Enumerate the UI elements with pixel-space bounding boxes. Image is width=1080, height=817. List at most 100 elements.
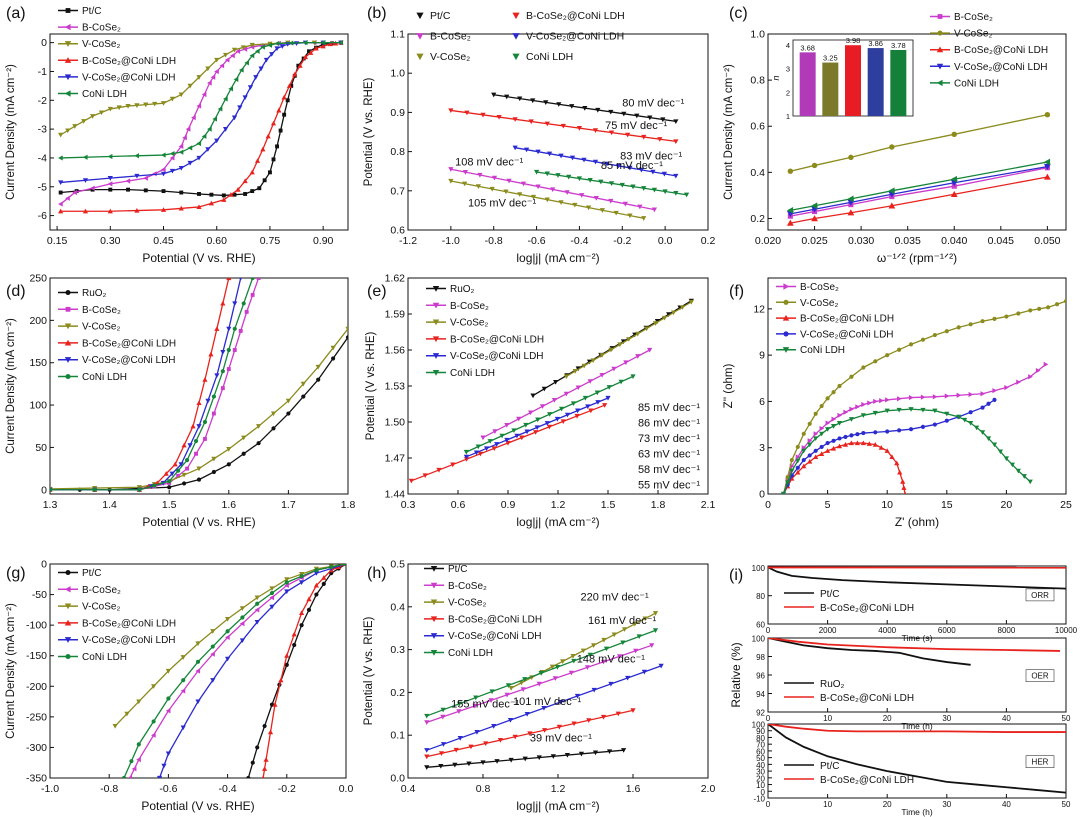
y-tick-label: 0.1	[390, 730, 405, 742]
data-point	[196, 477, 202, 482]
y-tick-label: 1.62	[385, 273, 406, 285]
slope-annotation: 80 mV dec⁻¹	[622, 98, 684, 110]
legend-marker	[64, 619, 72, 626]
data-point	[160, 101, 167, 106]
data-point	[196, 140, 202, 147]
y-tick-label: 10	[756, 781, 765, 790]
data-point	[837, 436, 842, 441]
data-point	[897, 347, 902, 352]
data-point	[627, 213, 633, 219]
data-point	[240, 45, 246, 51]
data-point	[932, 422, 937, 427]
data-point	[197, 192, 201, 196]
y-tick-label: -250	[26, 711, 47, 723]
data-point	[178, 205, 184, 211]
data-point	[519, 435, 525, 441]
inset-y-tick-label: 4	[786, 41, 790, 50]
legend-marker	[64, 603, 72, 610]
data-point	[72, 124, 78, 129]
data-point	[861, 365, 866, 370]
slope-annotation: 86 mV dec⁻¹	[638, 418, 700, 430]
data-point	[223, 127, 229, 132]
y-tick-label: 12	[753, 303, 765, 315]
data-point	[65, 195, 70, 201]
data-point	[241, 451, 246, 456]
data-point	[196, 75, 202, 80]
data-point	[848, 440, 855, 446]
data-point	[626, 337, 632, 342]
data-point	[483, 446, 490, 451]
y-tick-label: 1.53	[385, 381, 406, 393]
plot-frame	[767, 637, 1067, 713]
y-tick-label: 100	[752, 635, 766, 644]
legend-marker	[783, 283, 790, 290]
data-point	[594, 390, 600, 396]
data-point	[968, 391, 974, 398]
data-point	[849, 433, 854, 438]
data-point	[650, 169, 656, 175]
data-point	[1037, 306, 1042, 311]
data-point	[789, 468, 795, 474]
legend-marker	[432, 285, 440, 292]
data-point	[205, 147, 211, 152]
data-point	[244, 60, 249, 66]
panel-label: (e)	[367, 283, 387, 300]
series-line	[790, 165, 1048, 215]
data-point	[202, 377, 208, 382]
data-point	[299, 610, 305, 615]
x-tick-label: 0.030	[848, 235, 874, 247]
data-point	[683, 192, 690, 198]
data-point	[592, 159, 599, 165]
x-axis-label: log|j| (mA cm⁻²)	[516, 799, 599, 813]
data-point	[530, 393, 536, 399]
x-axis-label: Potential (V vs. RHE)	[141, 799, 254, 813]
data-point	[284, 653, 290, 658]
data-point	[550, 754, 556, 759]
data-point	[292, 71, 298, 77]
x-tick-label: 50	[1062, 714, 1071, 723]
data-point	[195, 659, 201, 664]
data-point	[556, 102, 562, 107]
data-point	[228, 192, 234, 197]
y-tick-label: 3	[759, 442, 765, 454]
legend-marker	[64, 357, 72, 363]
slope-annotation: 108 mV dec⁻¹	[455, 157, 524, 169]
data-point	[992, 397, 997, 402]
series-line	[768, 724, 1066, 794]
panel-label: (d)	[6, 283, 26, 300]
y-tick-label: 98	[756, 653, 765, 662]
data-point	[270, 411, 277, 417]
panel-h: 0.4 0.8 1.2 1.6 2.0 0.0 0.1 0.2 0.3 0.4 0.5 log|j| …	[363, 559, 715, 814]
data-point	[807, 421, 812, 426]
data-point	[274, 46, 280, 52]
data-point	[522, 677, 528, 682]
data-point	[231, 47, 238, 53]
data-point	[202, 419, 208, 425]
data-point	[524, 429, 530, 435]
data-point	[1046, 305, 1051, 310]
data-point	[885, 429, 890, 434]
data-point	[1003, 456, 1009, 462]
y-tick-label: 1.0	[750, 29, 765, 41]
data-point	[563, 374, 569, 379]
x-tick-label: 8000	[998, 626, 1016, 635]
data-point	[196, 204, 202, 210]
data-point	[207, 126, 212, 132]
data-point	[517, 192, 523, 197]
x-axis-label: Potential (V vs. RHE)	[142, 515, 255, 529]
data-point	[408, 478, 414, 484]
data-point	[250, 292, 255, 297]
data-point	[861, 430, 866, 436]
data-point	[625, 675, 631, 681]
x-tick-label: -1.2	[399, 235, 417, 247]
data-point	[263, 757, 269, 762]
data-point	[151, 732, 156, 738]
panel-i_oer: 0 10 20 30 40 50 92 94 96 98 100 Time (h) Relative (…	[729, 635, 1071, 732]
x-tick-label: 40	[1002, 800, 1011, 809]
data-point	[1004, 314, 1009, 319]
y-tick-label: 0	[41, 559, 47, 571]
panel-label: (f)	[729, 283, 744, 300]
data-point	[811, 215, 818, 222]
data-point	[599, 372, 605, 378]
data-point	[556, 724, 562, 730]
